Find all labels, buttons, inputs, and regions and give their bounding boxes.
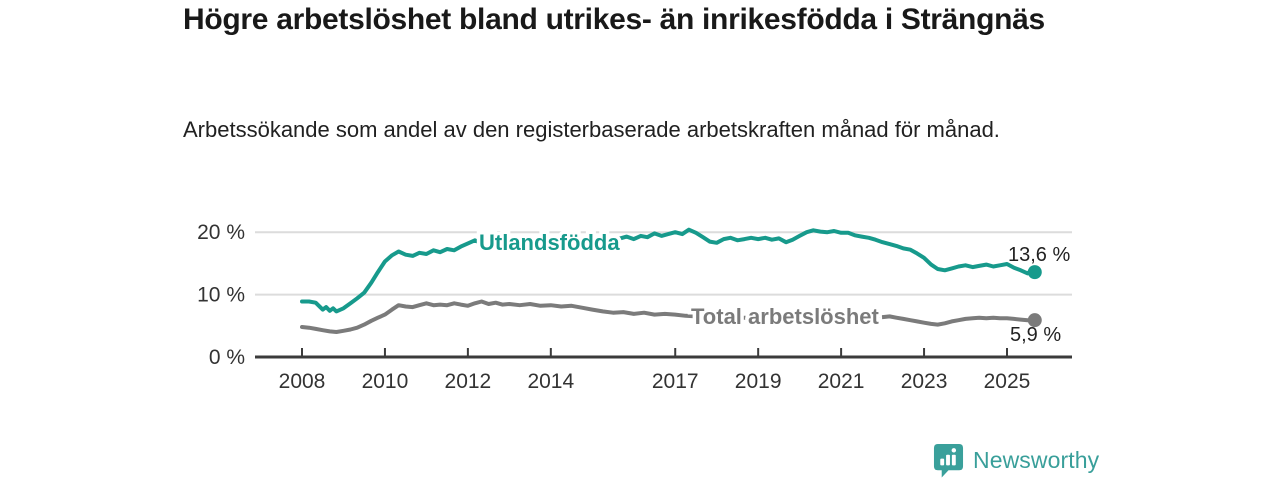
page-title: Högre arbetslöshet bland utrikes- än inr…	[183, 3, 1045, 36]
chart-subtitle: Arbetssökande som andel av den registerb…	[183, 117, 1000, 142]
series-label-1: Total arbetslöshet	[691, 304, 880, 329]
series-end-dot-0	[1027, 265, 1042, 280]
x-tick-label: 2017	[652, 370, 699, 393]
y-tick-label: 10 %	[197, 284, 245, 307]
x-tick-label: 2019	[735, 370, 782, 393]
series-line-1	[300, 299, 1037, 334]
x-tick-label: 2010	[362, 370, 409, 393]
brand-footer: Newsworthy	[933, 443, 1099, 478]
brand-name: Newsworthy	[973, 447, 1100, 473]
series-line-0	[300, 227, 1037, 314]
y-tick-label: 0 %	[209, 346, 245, 369]
y-tick-label: 20 %	[197, 221, 245, 244]
x-tick-label: 2021	[818, 370, 865, 393]
newsworthy-logo-icon	[933, 444, 964, 478]
series-end-dot-1	[1027, 313, 1042, 328]
series-end-value-0: 13,6 %	[1008, 244, 1070, 266]
x-tick-label: 2014	[527, 370, 574, 393]
x-tick-label: 2023	[901, 370, 948, 393]
x-tick-label: 2025	[984, 370, 1031, 393]
x-tick-label: 2008	[279, 370, 326, 393]
series-end-value-1: 5,9 %	[1010, 324, 1061, 346]
series-label-0: Utlandsfödda	[479, 230, 620, 255]
x-tick-label: 2012	[445, 370, 492, 393]
